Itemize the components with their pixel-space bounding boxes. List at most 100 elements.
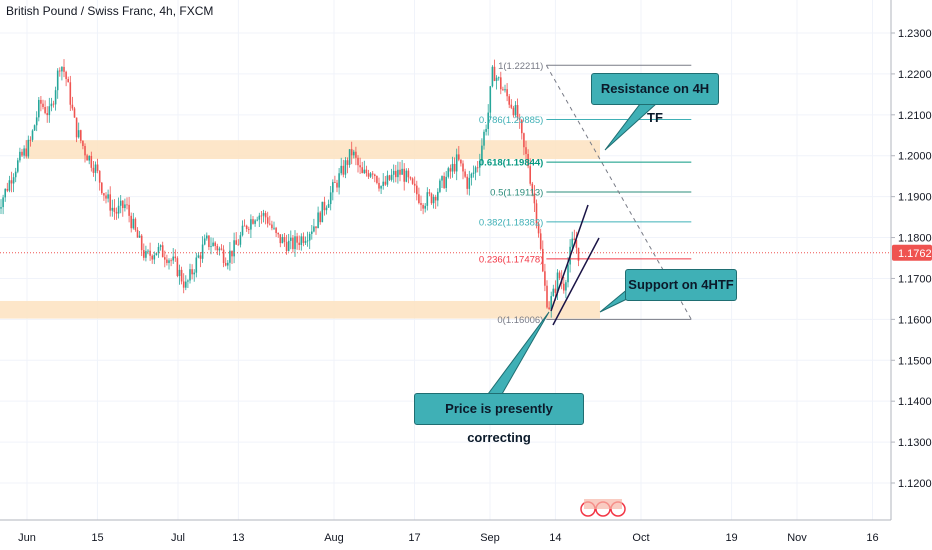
candle-body [159, 245, 162, 247]
candle-body [210, 246, 212, 247]
candle-body [25, 148, 28, 157]
candle-body [109, 194, 112, 211]
candle-body [235, 240, 238, 245]
y-tick-label: 1.18000 [898, 233, 932, 245]
last-price-badge [892, 244, 932, 261]
candle-body [439, 180, 441, 192]
candle-body [357, 157, 359, 166]
candle-body [33, 125, 36, 131]
candle-body [325, 207, 328, 211]
candle-body [350, 149, 353, 156]
candle-body [304, 241, 307, 243]
candle-body [185, 281, 187, 288]
candle-body [514, 105, 517, 116]
candle-body [59, 70, 61, 72]
candle-body [2, 197, 4, 208]
candle-body [216, 245, 219, 251]
candle-body [508, 96, 511, 105]
candle-body [365, 169, 368, 174]
candle-body [556, 272, 559, 293]
candle-body [544, 271, 546, 286]
y-tick-label: 1.20000 [898, 151, 932, 163]
candle-body [166, 259, 168, 263]
candle-body [399, 169, 401, 175]
y-tick-label: 1.15000 [898, 355, 932, 367]
candle-body [403, 168, 406, 182]
candle-body [275, 227, 277, 233]
candle-body [239, 235, 242, 245]
candle-body [203, 238, 206, 245]
callout-resistance: Resistance on 4H TF [591, 73, 719, 125]
candle-body [180, 269, 183, 282]
candle-body [197, 255, 200, 258]
candle-body [502, 89, 504, 91]
candle-body [300, 236, 303, 245]
candle-body [298, 242, 301, 245]
candle-body [489, 86, 492, 113]
candle-body [42, 103, 44, 108]
candle-body [199, 255, 202, 259]
candle-body [292, 237, 294, 250]
candle-body [126, 204, 128, 206]
candle-body [422, 204, 424, 209]
y-axis: 1.23000 1.22000 1.21000 1.20000 1.19000 1.180… [890, 0, 932, 520]
candle-body [212, 242, 214, 247]
candle-body [336, 182, 338, 188]
candle-body [176, 258, 179, 277]
candle-body [533, 193, 536, 204]
candle-body [250, 219, 252, 230]
candle-body [193, 272, 196, 275]
candle-body [380, 186, 382, 189]
candle-body [285, 241, 288, 251]
candle-body [355, 151, 357, 158]
y-tick-label: 1.12000 [898, 478, 932, 490]
candle-body [447, 168, 450, 177]
candle-body [65, 71, 67, 80]
candle-body [101, 182, 103, 194]
resistance-zone [26, 140, 600, 159]
x-tick-label: 16 [866, 532, 878, 544]
candle-body [115, 211, 118, 214]
candle-body [119, 200, 122, 206]
candle-body [38, 99, 40, 118]
candle-body [161, 245, 164, 258]
candle-body [84, 146, 86, 156]
channel-upper-line [550, 204, 589, 312]
candle-body [10, 180, 13, 184]
candle-body [153, 255, 156, 260]
candle-body [424, 205, 427, 209]
candle-body [224, 263, 227, 266]
candle-body [189, 269, 191, 281]
candle-body [155, 252, 158, 256]
candle-body [147, 250, 149, 252]
candle-body [472, 172, 475, 174]
candle-body [516, 105, 519, 119]
candle-body [437, 191, 439, 201]
candle-body [283, 237, 286, 242]
candle-body [470, 173, 473, 178]
candle-body [409, 177, 412, 179]
candle-body [264, 213, 267, 218]
candle-body [504, 89, 506, 91]
candle-body [319, 212, 322, 223]
x-tick-label: Nov [787, 532, 807, 544]
x-tick-label: Jun [18, 532, 36, 544]
candle-body [542, 248, 544, 272]
candle-body [525, 147, 527, 154]
candle-body [458, 154, 460, 160]
candle-body [313, 226, 315, 232]
candle-body [14, 171, 17, 178]
candle-body [413, 183, 416, 186]
candle-body [512, 107, 515, 116]
candle-body [29, 139, 32, 141]
candle-body [12, 177, 15, 184]
candle-body [577, 247, 580, 261]
candle-body [17, 160, 19, 172]
candle-body [182, 281, 185, 288]
candle-body [214, 242, 217, 246]
candle-body [151, 255, 154, 260]
candle-body [77, 130, 80, 138]
candle-body [359, 165, 361, 168]
candle-body [98, 170, 101, 183]
candle-body [88, 155, 91, 161]
